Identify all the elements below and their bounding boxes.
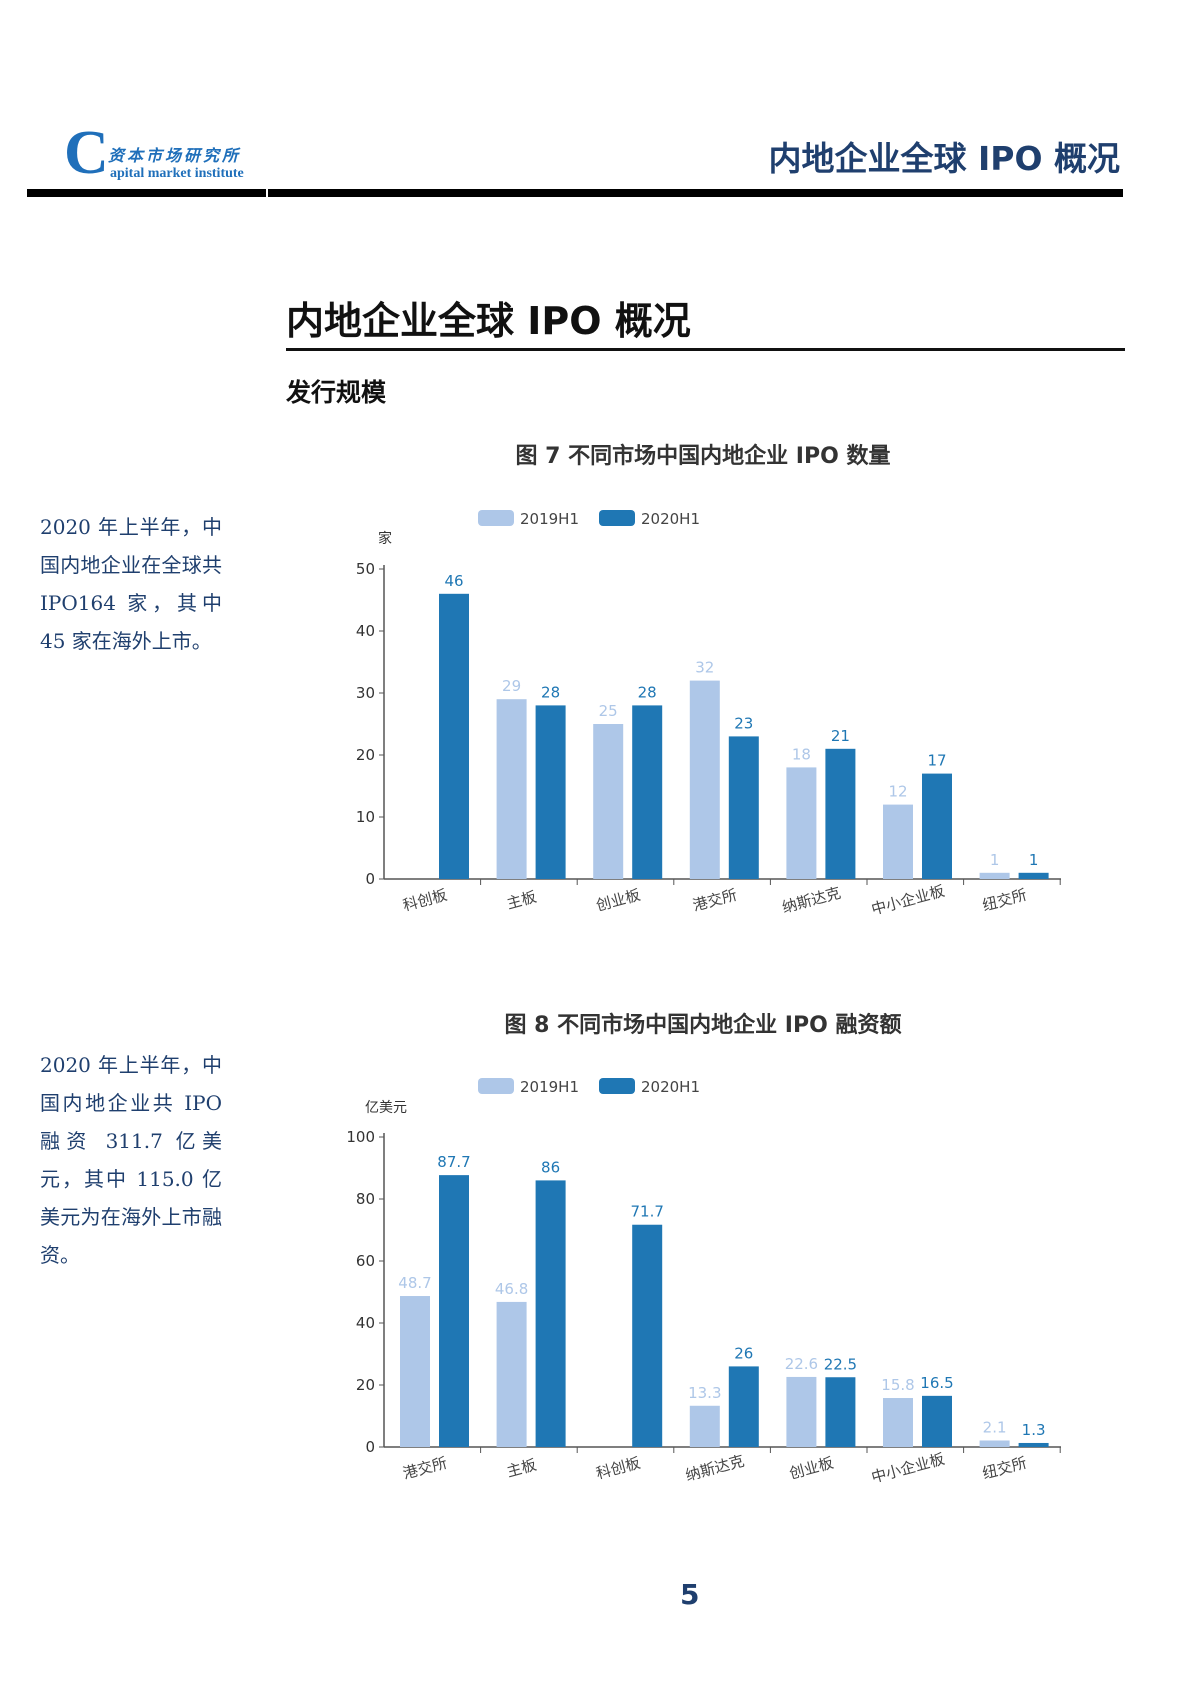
data-label: 28	[638, 683, 657, 701]
data-label: 87.7	[437, 1153, 470, 1171]
y-tick-label: 10	[356, 808, 375, 826]
bar-2019H1-港交所	[400, 1296, 430, 1447]
x-tick-label: 纽交所	[981, 1454, 1029, 1483]
legend-swatch-2020H1	[599, 1078, 635, 1094]
y-tick-label: 0	[365, 870, 375, 888]
x-tick-label: 纳斯达克	[683, 1452, 746, 1485]
bar-2020H1-纽交所	[1018, 1442, 1049, 1447]
x-tick-label: 港交所	[401, 1454, 449, 1483]
data-label: 71.7	[630, 1203, 663, 1221]
data-label: 21	[831, 727, 850, 745]
y-tick-label: 40	[356, 1314, 375, 1332]
legend-swatch-2019H1	[478, 510, 514, 526]
bar-2020H1-港交所	[439, 1175, 469, 1447]
x-tick-label: 主板	[505, 1456, 539, 1481]
logo-text-en: apital market institute	[110, 166, 244, 181]
bar-2020H1-纳斯达克	[728, 1366, 759, 1447]
bar-2019H1-创业板	[593, 724, 624, 879]
data-label: 48.7	[398, 1274, 431, 1292]
section-heading: 发行规模	[286, 378, 387, 407]
bar-2020H1-科创板	[439, 593, 469, 879]
bar-2020H1-中小企业板	[922, 773, 952, 879]
logo-text-cn: 资本市场研究所	[108, 146, 242, 165]
y-tick-label: 50	[356, 560, 375, 578]
bar-2020H1-主板	[535, 705, 566, 879]
data-label: 22.5	[824, 1355, 857, 1373]
header-divider	[27, 189, 1123, 197]
data-label: 29	[502, 677, 521, 695]
data-label: 46	[444, 572, 463, 590]
data-label: 13.3	[688, 1384, 721, 1402]
y-tick-label: 20	[356, 1376, 375, 1394]
y-tick-label: 20	[356, 746, 375, 764]
header-divider-gap	[266, 187, 268, 199]
x-tick-label: 中小企业板	[869, 1450, 946, 1487]
page-title: 内地企业全球 IPO 概况	[286, 299, 691, 343]
data-label: 18	[792, 745, 811, 763]
x-tick-label: 科创板	[594, 1454, 642, 1483]
legend-label-2019H1: 2019H1	[520, 1078, 579, 1096]
legend-swatch-2019H1	[478, 1078, 514, 1094]
figure-8-title: 图 8 不同市场中国内地企业 IPO 融资额	[504, 1013, 902, 1038]
data-label: 23	[734, 714, 753, 732]
data-label: 1	[990, 851, 1000, 869]
bar-2019H1-主板	[496, 1301, 527, 1447]
bar-2019H1-主板	[496, 699, 527, 879]
data-label: 17	[927, 752, 946, 770]
y-tick-label: 80	[356, 1190, 375, 1208]
bar-2019H1-创业板	[786, 1376, 817, 1447]
data-label: 12	[888, 783, 907, 801]
y-tick-label: 100	[346, 1128, 375, 1146]
data-label: 86	[541, 1158, 560, 1176]
data-label: 22.6	[785, 1355, 818, 1373]
data-label: 32	[695, 659, 714, 677]
y-tick-label: 30	[356, 684, 375, 702]
bar-2020H1-纳斯达克	[825, 748, 856, 879]
bar-2019H1-港交所	[689, 680, 720, 879]
bar-2019H1-中小企业板	[883, 804, 913, 879]
figure-7-title: 图 7 不同市场中国内地企业 IPO 数量	[515, 444, 891, 469]
title-divider	[286, 348, 1125, 351]
logo: C	[64, 119, 109, 187]
page-number: 5	[680, 1578, 700, 1611]
data-label: 16.5	[920, 1374, 953, 1392]
legend-label-2019H1: 2019H1	[520, 510, 579, 528]
legend-label-2020H1: 2020H1	[641, 510, 700, 528]
side-note-1: 2020 年上半年，中国内地企业在全球共 IPO164 家，其中 45 家在海外…	[40, 515, 222, 653]
bar-2020H1-主板	[535, 1180, 566, 1447]
y-tick-label: 40	[356, 622, 375, 640]
data-label: 26	[734, 1344, 753, 1362]
header-title: 内地企业全球 IPO 概况	[768, 139, 1121, 178]
data-label: 1.3	[1022, 1421, 1046, 1439]
data-label: 25	[599, 702, 618, 720]
bar-2019H1-纳斯达克	[689, 1405, 720, 1447]
bar-2019H1-纽交所	[979, 1440, 1010, 1447]
x-tick-label: 创业板	[787, 1454, 835, 1483]
bar-2020H1-中小企业板	[922, 1395, 952, 1447]
y-axis-unit: 家	[378, 530, 392, 547]
y-tick-label: 60	[356, 1252, 375, 1270]
bar-2020H1-创业板	[825, 1377, 856, 1447]
data-label: 28	[541, 683, 560, 701]
bar-2020H1-港交所	[728, 736, 759, 879]
side-note-2: 2020 年上半年，中国内地企业共 IPO 融资 311.7 亿美元，其中 11…	[40, 1053, 222, 1267]
data-label: 46.8	[495, 1280, 528, 1298]
bar-2020H1-纽交所	[1018, 872, 1049, 879]
legend-swatch-2020H1	[599, 510, 635, 526]
bar-2019H1-纽交所	[979, 872, 1010, 879]
data-label: 15.8	[881, 1376, 914, 1394]
legend-label-2020H1: 2020H1	[641, 1078, 700, 1096]
bar-2020H1-创业板	[632, 705, 663, 879]
y-axis-unit: 亿美元	[365, 1100, 407, 1116]
bar-2019H1-纳斯达克	[786, 767, 817, 879]
bar-2019H1-中小企业板	[883, 1398, 913, 1447]
bar-2020H1-科创板	[632, 1224, 663, 1447]
data-label: 1	[1029, 851, 1039, 869]
y-tick-label: 0	[365, 1438, 375, 1456]
data-label: 2.1	[983, 1418, 1007, 1436]
